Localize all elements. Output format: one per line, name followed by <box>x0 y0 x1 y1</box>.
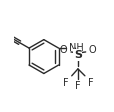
Text: S: S <box>73 50 81 60</box>
Text: O: O <box>88 45 96 55</box>
Text: F: F <box>87 78 93 88</box>
Text: F: F <box>62 78 68 88</box>
Text: O: O <box>59 45 66 55</box>
Text: NH: NH <box>68 43 83 53</box>
Text: F: F <box>74 81 80 91</box>
